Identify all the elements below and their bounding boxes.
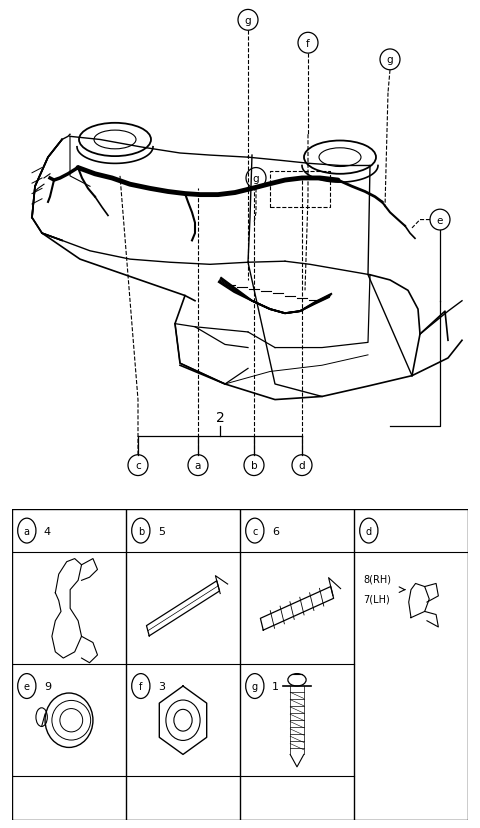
Text: b: b [251,460,257,470]
Text: d: d [366,526,372,536]
Text: 1: 1 [272,681,279,691]
Text: f: f [139,681,143,691]
Text: g: g [387,55,393,65]
Text: c: c [252,526,257,536]
Text: 8(RH): 8(RH) [363,574,391,584]
Text: 9: 9 [44,681,51,691]
Text: 5: 5 [158,526,165,536]
Text: b: b [138,526,144,536]
Text: c: c [135,460,141,470]
Text: 6: 6 [272,526,279,536]
Text: 4: 4 [44,526,51,536]
Text: a: a [24,526,30,536]
Text: 2: 2 [216,411,224,425]
Text: d: d [299,460,305,470]
Text: e: e [437,215,443,225]
Text: e: e [24,681,30,691]
Text: f: f [306,39,310,49]
Text: g: g [245,16,252,26]
Text: 3: 3 [158,681,165,691]
Text: a: a [195,460,201,470]
Text: g: g [252,174,259,184]
Text: 7(LH): 7(LH) [363,595,390,604]
Text: g: g [252,681,258,691]
